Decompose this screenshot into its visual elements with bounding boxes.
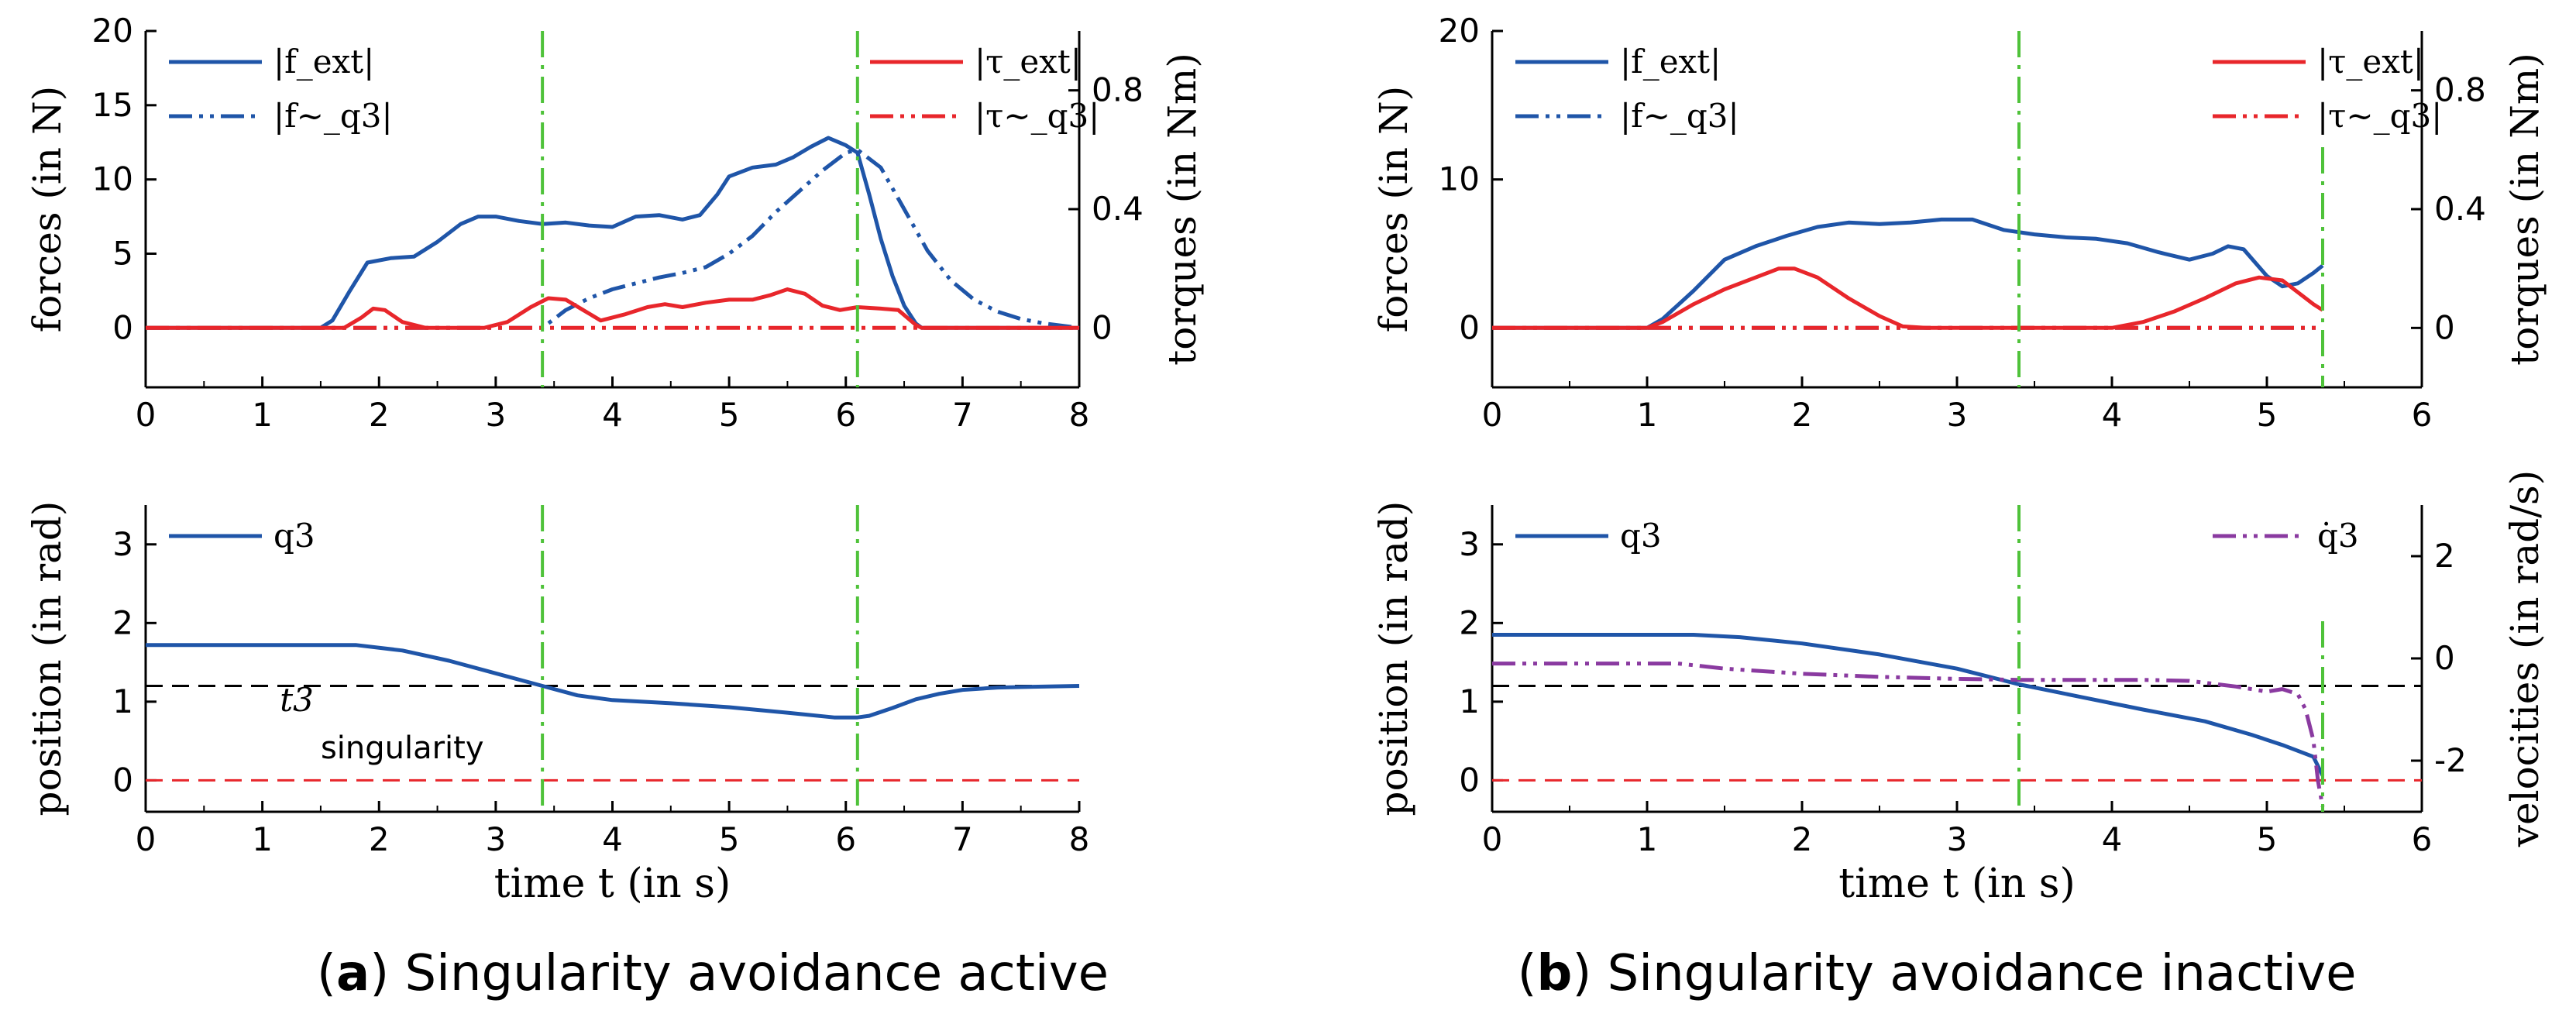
- x-axis-label: time t (in s): [494, 861, 731, 907]
- x-tick-label: 1: [252, 820, 273, 858]
- caption-a-text: Singularity avoidance active: [404, 945, 1109, 1002]
- legend-label: |f_ext|: [273, 43, 374, 81]
- x-tick-label: 5: [2257, 820, 2278, 858]
- y-right-tick-label: 2: [2434, 537, 2455, 575]
- series-line: [1492, 662, 2325, 807]
- legend-label: |τ~_q3|: [975, 97, 1099, 135]
- legend-label: |f_ext|: [1620, 43, 1721, 81]
- y-tick-label: 0: [112, 761, 133, 799]
- legend-label: |τ~_q3|: [2317, 97, 2442, 135]
- legend-label: q̇3: [2317, 517, 2359, 555]
- x-tick-label: 3: [486, 820, 507, 858]
- caption-a-letter: a: [336, 945, 370, 1002]
- caption-b: (b) Singularity avoidance inactive: [1517, 945, 2357, 1002]
- y-right-tick-label: 0: [2434, 639, 2455, 677]
- x-tick-label: 0: [1482, 396, 1503, 434]
- y-right-axis-label: velocities (in rad/s): [2502, 470, 2547, 847]
- caption-b-text: Singularity avoidance inactive: [1607, 945, 2357, 1002]
- y-axis-label: position (in rad): [25, 501, 70, 816]
- x-tick-label: 7: [952, 396, 973, 434]
- x-tick-label: 2: [369, 396, 390, 434]
- y-tick-label: 2: [1459, 603, 1480, 641]
- x-tick-label: 4: [602, 396, 623, 434]
- y-tick-label: 1: [1459, 682, 1480, 720]
- x-tick-label: 4: [2102, 820, 2123, 858]
- y-tick-label: 3: [1459, 525, 1480, 563]
- x-tick-label: 7: [952, 820, 973, 858]
- x-tick-label: 1: [252, 396, 273, 434]
- series-line: [1492, 633, 2325, 777]
- series-line: [1492, 217, 2324, 330]
- x-tick-label: 6: [835, 820, 856, 858]
- y-tick-label: 0: [1459, 308, 1480, 346]
- caption-a: (a) Singularity avoidance active: [317, 945, 1109, 1002]
- legend-label: q3: [1620, 517, 1662, 555]
- x-tick-label: 6: [835, 396, 856, 434]
- legend-label: |f~_q3|: [273, 97, 393, 135]
- legend-label: |τ_ext|: [2317, 43, 2424, 81]
- y-right-tick-label: 0: [2434, 308, 2455, 346]
- x-tick-label: 4: [602, 820, 623, 858]
- x-tick-label: 2: [1792, 396, 1813, 434]
- x-tick-label: 1: [1637, 396, 1658, 434]
- y-right-tick-label: 0: [1092, 308, 1113, 346]
- y-tick-label: 10: [1439, 160, 1480, 198]
- caption-b-letter: b: [1536, 945, 1573, 1002]
- x-tick-label: 5: [2257, 396, 2278, 434]
- x-tick-label: 5: [719, 396, 740, 434]
- y-tick-label: 2: [112, 603, 133, 641]
- y-tick-label: 3: [112, 525, 133, 563]
- x-tick-label: 4: [2102, 396, 2123, 434]
- panel-b-forces: 0 1 2 3 4 5 6 0 10 20 0 0.4 0.8 forces (in N) torques …: [1371, 12, 2547, 434]
- y-right-tick-label: 0.8: [1092, 71, 1144, 109]
- x-tick-label: 2: [369, 820, 390, 858]
- y-tick-label: 20: [1439, 12, 1480, 50]
- legend-label: |f~_q3|: [1620, 97, 1739, 135]
- legend-label: q3: [273, 517, 315, 555]
- y-tick-label: 20: [92, 12, 133, 50]
- y-tick-label: 15: [92, 86, 133, 124]
- y-right-axis-label: torques (in Nm): [2502, 53, 2547, 366]
- x-tick-label: 5: [719, 820, 740, 858]
- x-tick-label: 6: [2412, 396, 2433, 434]
- y-tick-label: 10: [92, 160, 133, 198]
- x-tick-label: 2: [1792, 820, 1813, 858]
- x-tick-label: 0: [136, 396, 156, 434]
- y-right-axis-label: torques (in Nm): [1160, 53, 1205, 366]
- y-right-tick-label: 0.4: [1092, 190, 1144, 228]
- x-tick-label: 0: [1482, 820, 1503, 858]
- x-tick-label: 1: [1637, 820, 1658, 858]
- y-right-tick-label: 0.4: [2434, 190, 2486, 228]
- y-tick-label: 5: [112, 235, 133, 273]
- series-line: [146, 287, 1079, 330]
- legend-label: |τ_ext|: [975, 43, 1082, 81]
- x-tick-label: 3: [486, 396, 507, 434]
- x-tick-label: 8: [1069, 396, 1090, 434]
- y-right-tick-label: 0.8: [2434, 71, 2486, 109]
- x-tick-label: 8: [1069, 820, 1090, 858]
- annotation-t3: t3: [280, 681, 314, 719]
- series-line: [1492, 266, 2324, 330]
- y-axis-label: forces (in N): [1371, 86, 1416, 333]
- y-tick-label: 0: [1459, 761, 1480, 799]
- annotation-singularity: singularity: [321, 730, 484, 766]
- x-axis-label: time t (in s): [1838, 861, 2075, 907]
- y-right-tick-label: -2: [2434, 741, 2467, 779]
- x-tick-label: 0: [136, 820, 156, 858]
- x-tick-label: 6: [2412, 820, 2433, 858]
- series-line: [146, 643, 1080, 720]
- y-axis-label: forces (in N): [25, 86, 70, 333]
- y-tick-label: 0: [112, 308, 133, 346]
- panel-a-forces: 0 1 2 3 4 5 6 7 8 0 5 10 15 20 0 0.4 0.8 forces (in N) tor…: [25, 12, 1205, 434]
- panel-a-position: 0 1 2 3 4 5 6 7 8 0 1 2 3 position (in rad) time t (in…: [25, 501, 1089, 907]
- series-line: [146, 136, 1079, 330]
- y-axis-label: position (in rad): [1371, 501, 1416, 816]
- x-tick-label: 3: [1947, 396, 1968, 434]
- series-line: [146, 147, 1080, 330]
- y-tick-label: 1: [112, 682, 133, 720]
- panel-b-position: 0 1 2 3 4 5 6 0 1 2 3 -2 0 2 position (in rad) velociti…: [1371, 470, 2547, 907]
- x-tick-label: 3: [1947, 820, 1968, 858]
